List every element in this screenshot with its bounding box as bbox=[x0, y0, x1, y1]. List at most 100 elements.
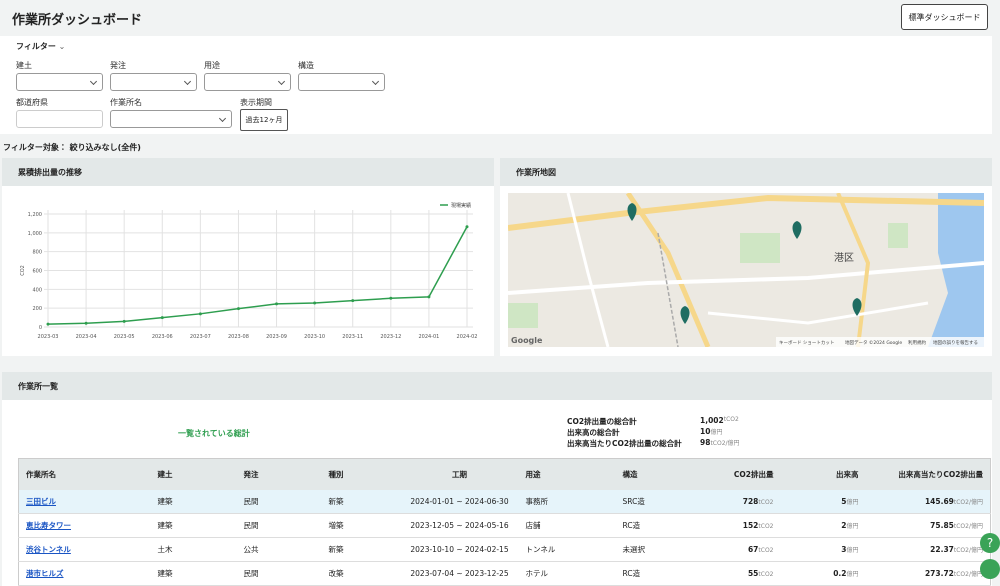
site-link[interactable]: 恵比寿タワー bbox=[26, 521, 71, 530]
cell: 新築 bbox=[328, 497, 344, 506]
filter-toggle[interactable]: フィルター ⌄ bbox=[16, 42, 66, 51]
map-logo: Google bbox=[511, 336, 543, 345]
x-tick-label: 2023-12 bbox=[380, 334, 401, 340]
site-link[interactable]: 三田ビル bbox=[26, 497, 56, 506]
summary-value: 10 bbox=[700, 427, 711, 436]
summary-row: 出来高当たりCO2排出量の総合計 98 tCO2/億円 bbox=[567, 438, 740, 449]
cell: 2023-07-04 ~ 2023-12-25 bbox=[410, 569, 509, 578]
point bbox=[236, 307, 240, 311]
water bbox=[928, 193, 984, 347]
cell: 55tCO2 bbox=[691, 562, 781, 586]
attribution[interactable]: キーボード ショートカット bbox=[779, 339, 834, 346]
header-row: 作業所名 建土 発注 種別 工期 用途 構造 CO2排出量 出来高 出来高当たりCO2排出量 bbox=[18, 458, 991, 490]
cell: 67tCO2 bbox=[691, 538, 781, 562]
marker[interactable] bbox=[627, 203, 637, 221]
field-label: 建土 bbox=[16, 61, 32, 70]
y-axis-label: CO2 bbox=[20, 265, 26, 276]
attribution[interactable]: 地図の誤りを報告する bbox=[933, 339, 978, 346]
column-header: 発注 bbox=[236, 458, 322, 490]
map-label: 港区 bbox=[834, 252, 854, 264]
cell: RC造 bbox=[622, 569, 641, 578]
text-input[interactable] bbox=[16, 110, 103, 128]
cell-unit: 億円 bbox=[846, 523, 859, 530]
cell: 民間 bbox=[243, 497, 259, 506]
select[interactable] bbox=[16, 73, 103, 91]
cell: 273.72tCO2/億円 bbox=[866, 562, 991, 586]
summary-unit: tCO2 bbox=[723, 416, 739, 423]
chat-button[interactable] bbox=[980, 559, 1000, 579]
help-button[interactable]: ? bbox=[980, 533, 1000, 553]
column-header: 出来高当たりCO2排出量 bbox=[865, 458, 991, 490]
cell: 土木 bbox=[157, 545, 173, 554]
panel-title: 累積排出量の推移 bbox=[2, 158, 494, 186]
point bbox=[427, 295, 431, 299]
panel-title: 作業所一覧 bbox=[2, 372, 992, 400]
cell: 2023-12-05 ~ 2024-05-16 bbox=[410, 521, 509, 530]
marker[interactable] bbox=[852, 298, 862, 316]
cell: 事務所 bbox=[525, 497, 549, 506]
cell: ホテル bbox=[525, 569, 549, 578]
marker[interactable] bbox=[792, 221, 802, 239]
select[interactable] bbox=[298, 73, 385, 91]
attribution[interactable]: 利用規約 bbox=[908, 339, 926, 346]
cell: 5億円 bbox=[781, 490, 866, 514]
cell: 増築 bbox=[328, 521, 344, 530]
y-tick-label: 200 bbox=[32, 306, 42, 312]
site-link[interactable]: 渋谷トンネル bbox=[26, 545, 71, 554]
select[interactable] bbox=[110, 73, 197, 91]
point bbox=[465, 225, 469, 229]
x-tick-label: 2023-11 bbox=[342, 334, 363, 340]
cell: 75.85tCO2/億円 bbox=[866, 514, 991, 538]
rail bbox=[657, 232, 679, 347]
column-header: 工期 bbox=[400, 458, 519, 490]
cell: 152tCO2 bbox=[691, 514, 781, 538]
filter-target: フィルター対象： 絞り込みなし(全件) bbox=[3, 143, 141, 152]
point bbox=[351, 299, 355, 303]
column-header: 用途 bbox=[518, 458, 616, 490]
point bbox=[46, 322, 50, 326]
y-tick-label: 800 bbox=[32, 250, 42, 256]
dashboard-button[interactable]: 標準ダッシュボード bbox=[901, 4, 988, 30]
cell: 0.2億円 bbox=[781, 562, 866, 586]
filter-label: フィルター bbox=[16, 42, 56, 51]
column-header: 構造 bbox=[615, 458, 691, 490]
header: 作業所ダッシュボード 標準ダッシュボード bbox=[0, 0, 1000, 35]
cell: 2023-10-10 ~ 2024-02-15 bbox=[410, 545, 509, 554]
cell: 728tCO2 bbox=[691, 490, 781, 514]
road bbox=[707, 301, 929, 325]
road bbox=[625, 193, 711, 347]
park bbox=[888, 223, 908, 248]
period-button[interactable]: 過去12ヶ月 bbox=[240, 109, 288, 131]
road bbox=[508, 194, 984, 231]
site-link[interactable]: 港市ヒルズ bbox=[26, 569, 64, 578]
filter-panel: フィルター ⌄ 建土 発注 用途 構造 都道府県 作業所名 表示期間 過去12ヶ… bbox=[0, 36, 992, 134]
site-table: 作業所名 建土 発注 種別 工期 用途 構造 CO2排出量 出来高 出来高当たりCO2排出量三田ビ… bbox=[18, 458, 991, 586]
legend-label: 現場実績 bbox=[451, 202, 471, 209]
cell: 2億円 bbox=[781, 514, 866, 538]
column-header: 種別 bbox=[321, 458, 401, 490]
x-tick-label: 2023-07 bbox=[190, 334, 211, 340]
y-tick-label: 600 bbox=[32, 269, 42, 275]
select[interactable] bbox=[110, 110, 232, 128]
cell: 三田ビル bbox=[19, 490, 151, 514]
map[interactable]: 港区 Google キーボード ショートカット 地図データ ©2024 Goog… bbox=[508, 193, 984, 347]
x-tick-label: 2023-03 bbox=[38, 334, 59, 340]
select[interactable] bbox=[204, 73, 291, 91]
marker[interactable] bbox=[680, 306, 690, 324]
x-tick-label: 2023-08 bbox=[228, 334, 249, 340]
attribution-bg bbox=[776, 337, 984, 347]
summary-value: 98 bbox=[700, 438, 711, 447]
cell-unit: tCO2 bbox=[758, 523, 774, 530]
point bbox=[122, 319, 126, 323]
attribution: 地図データ ©2024 Google bbox=[845, 339, 902, 346]
cell: 未選択 bbox=[622, 545, 646, 554]
total-label: 一覧されている総計 bbox=[178, 429, 250, 438]
cell: 22.37tCO2/億円 bbox=[866, 538, 991, 562]
y-tick-label: 0 bbox=[39, 325, 42, 331]
cell: 3億円 bbox=[781, 538, 866, 562]
cell-unit: 億円 bbox=[846, 499, 859, 506]
road bbox=[508, 261, 984, 295]
cell-value: 2 bbox=[841, 521, 847, 530]
summary-unit: tCO2/億円 bbox=[710, 440, 740, 447]
